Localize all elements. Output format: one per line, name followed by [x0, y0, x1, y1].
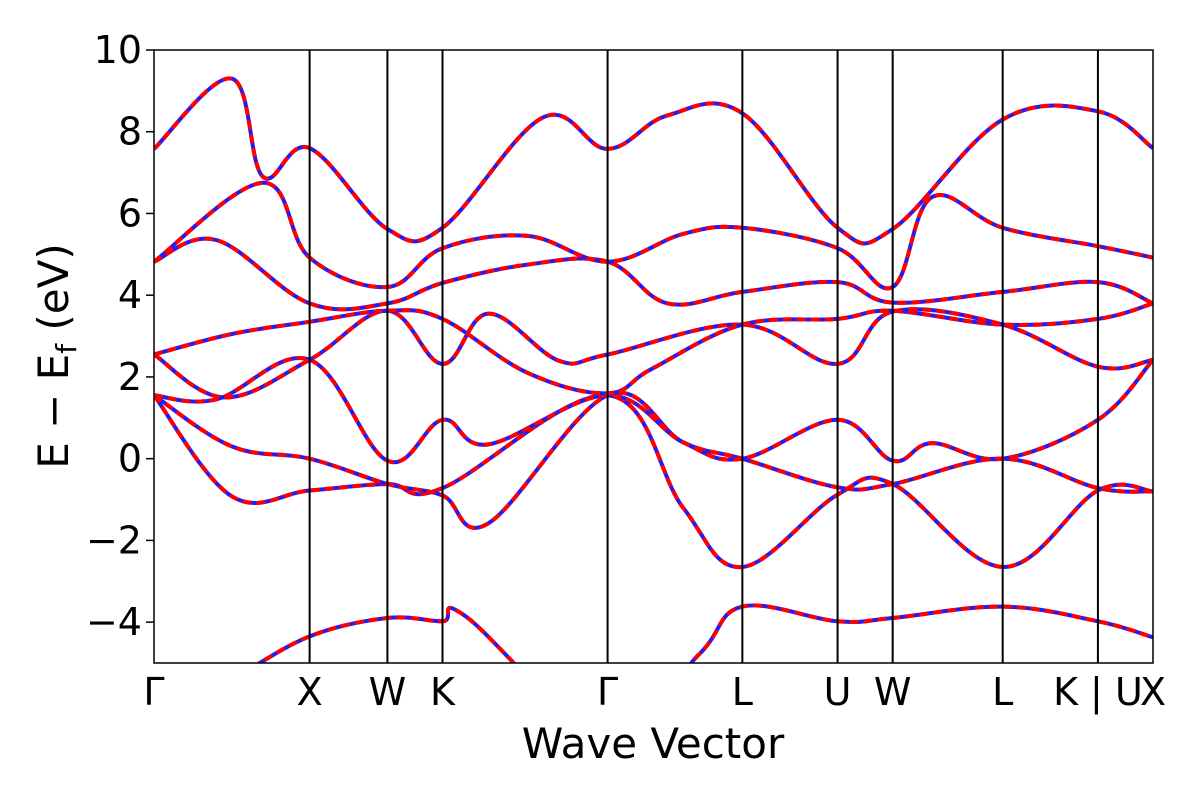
y-axis-label-unit: (eV) — [29, 243, 78, 344]
x-tick-label-5: L — [732, 670, 753, 714]
band-line-1 — [154, 393, 1153, 570]
plot-frame — [153, 49, 1154, 664]
y-axis-label-main: E − E — [29, 354, 78, 469]
x-tick-label-10: X — [1140, 670, 1166, 714]
band-line-6 — [154, 236, 1153, 312]
x-axis-label: Wave Vector — [522, 719, 785, 768]
x-tick-label-8: L — [992, 670, 1013, 714]
y-tick-label-6: −2 — [86, 518, 142, 562]
x-tick-label-9: K | U — [1053, 670, 1143, 715]
y-tick-label-7: −4 — [86, 600, 142, 644]
y-axis-ticks: 10 8 6 4 2 0 −2 −4 — [86, 28, 154, 644]
x-tick-label-0: Γ — [143, 670, 164, 714]
band-line-3 — [154, 356, 1153, 465]
y-axis-label-subscript: f — [50, 343, 83, 354]
band-line-4 — [154, 307, 1153, 400]
band-line-5 — [154, 301, 1153, 396]
kpoint-lines — [308, 50, 1099, 663]
x-tick-label-4: Γ — [597, 670, 618, 714]
x-tick-label-7: W — [874, 670, 912, 714]
x-tick-label-1: X — [297, 670, 323, 714]
x-tick-label-2: W — [369, 670, 407, 714]
x-tick-label-6: U — [824, 670, 852, 714]
y-axis-label: E − Ef (eV) — [29, 243, 83, 469]
y-tick-label-5: 0 — [118, 437, 142, 481]
band-line-0 — [255, 603, 1153, 663]
y-tick-label-1: 8 — [118, 110, 142, 154]
x-tick-label-3: K — [430, 670, 456, 714]
y-tick-label-4: 2 — [118, 355, 142, 399]
y-tick-label-2: 6 — [118, 191, 142, 235]
y-tick-label-0: 10 — [94, 28, 142, 72]
y-tick-label-3: 4 — [118, 273, 142, 317]
